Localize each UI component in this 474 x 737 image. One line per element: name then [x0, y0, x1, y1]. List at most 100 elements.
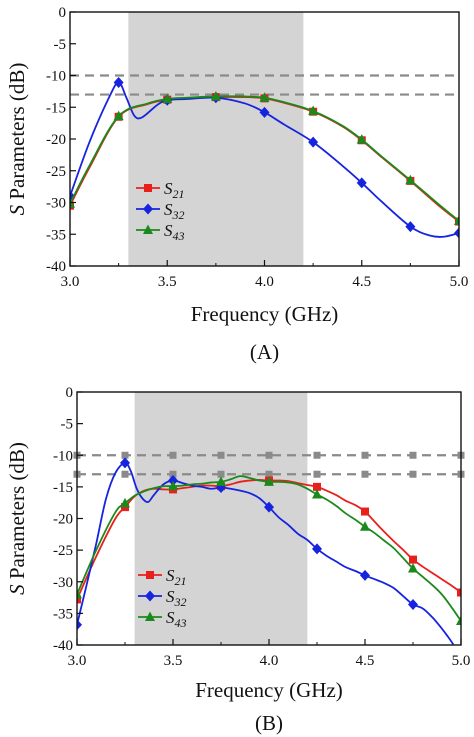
- chart-b-y-tick-label-2: -10: [53, 448, 73, 464]
- chart-b-point-43-7: [408, 562, 418, 573]
- chart-a-y-tick-label-7: -35: [46, 227, 66, 243]
- chart-b-legend-label-21: S21: [166, 566, 187, 588]
- chart-b-y-tick-label-8: -40: [53, 638, 73, 654]
- chart-a-point-43-1: [113, 110, 124, 121]
- chart-b-reference-marker-0-4: [265, 451, 273, 459]
- chart-a-legend-label-base: S: [164, 221, 173, 240]
- chart-b-y-tick-label-6: -30: [53, 575, 73, 591]
- chart-b-point-21-6: [361, 507, 369, 516]
- chart-a-point-32-0: [70, 190, 75, 202]
- chart-b-x-tick-label-2: 4.0: [260, 653, 279, 669]
- chart-b-legend-label-base: S: [166, 587, 175, 606]
- chart-b-y-tick-label-7: -35: [53, 606, 73, 622]
- chart-a-point-32-5: [308, 136, 319, 148]
- chart-b: 3.0 3.5 4.0 4.5 5.0 0 -5 -10 -15 -20 -25 -30 -35 -40 F…: [5, 385, 470, 735]
- chart-a-y-tick-label-4: -20: [46, 132, 66, 148]
- chart-a-point-43-4: [259, 92, 270, 102]
- chart-b-point-21-8: [457, 588, 461, 597]
- chart-a-y-tick-label-0: 0: [59, 5, 67, 21]
- chart-b-point-43-5: [312, 488, 322, 499]
- chart-b-reference-marker-1-4: [265, 470, 273, 478]
- chart-b-reference-marker-0-2: [169, 451, 177, 459]
- chart-b-series-line-21: [77, 479, 461, 600]
- chart-b-y-tick-label-3: -15: [53, 480, 73, 496]
- chart-a-legend-label-sub: 21: [173, 187, 185, 201]
- chart-a-y-tick-label-6: -30: [46, 196, 66, 212]
- chart-b-legend-label-sub: 43: [175, 616, 187, 630]
- chart-b-legend-marker-32: [145, 590, 155, 602]
- chart-b-plot-area: [77, 457, 461, 645]
- chart-a-x-tick-label-2: 4.0: [255, 274, 274, 290]
- chart-b-legend-marker-21: [146, 571, 154, 579]
- chart-b-x-tick-label-0: 3.0: [68, 653, 87, 669]
- chart-a-y-tick-label-3: -15: [46, 100, 66, 116]
- chart-b-point-43-3: [216, 476, 226, 486]
- chart-b-legend-label-base: S: [166, 608, 175, 627]
- chart-b-y-axis-label: S Parameters (dB): [5, 442, 29, 595]
- chart-b-reference-marker-1-2: [169, 470, 177, 478]
- chart-b-reference-marker-0-6: [361, 451, 369, 459]
- chart-b-point-32-4: [264, 501, 274, 513]
- chart-b-point-32-7: [408, 599, 418, 611]
- chart-b-point-43-1: [120, 497, 130, 508]
- chart-a-y-axis-label-symbol: S: [5, 204, 29, 215]
- chart-b-legend-label-32: S32: [166, 587, 187, 609]
- chart-b-reference-marker-1-6: [361, 470, 369, 478]
- chart-a-point-43-7: [405, 174, 416, 185]
- chart-a-y-tick-label-8: -40: [46, 259, 66, 275]
- chart-a-point-32-7: [405, 221, 416, 233]
- chart-a-x-tick-label-3: 4.5: [352, 274, 371, 290]
- chart-a-y-tick-label-2: -10: [46, 69, 66, 85]
- chart-b-series-line-43: [77, 475, 461, 622]
- chart-b-point-43-8: [456, 615, 461, 625]
- chart-b-y-tick-label-1: -5: [61, 417, 74, 433]
- chart-a-legend-label-32: S32: [164, 200, 185, 222]
- chart-a-panel-label: (A): [250, 340, 279, 364]
- chart-b-point-32-5: [312, 543, 322, 555]
- chart-b-point-21-0: [77, 595, 81, 604]
- chart-a-point-43-3: [210, 90, 221, 101]
- chart-a-legend-label-base: S: [164, 179, 173, 198]
- chart-b-reference-marker-1-1: [121, 470, 129, 478]
- chart-a-legend-marker-21: [144, 184, 152, 192]
- chart-a-legend-marker-32: [143, 203, 153, 215]
- chart-a-point-32-6: [356, 177, 367, 189]
- chart-b-point-43-2: [168, 480, 178, 491]
- chart-b-point-32-6: [360, 569, 370, 581]
- chart-b-y-tick-label-0: 0: [66, 385, 74, 401]
- chart-a-y-tick-label-1: -5: [54, 37, 67, 53]
- chart-b-series-line-32: [77, 461, 455, 645]
- chart-b-point-43-0: [77, 588, 82, 599]
- chart-a-legend-label-43: S43: [164, 221, 185, 243]
- chart-a-x-axis-label: Frequency (GHz): [191, 302, 339, 326]
- chart-b-y-tick-label-5: -25: [53, 543, 73, 559]
- chart-a-legend-label-sub: 32: [172, 208, 185, 222]
- chart-b-legend-label-43: S43: [166, 608, 187, 630]
- chart-b-y-tick-label-4: -20: [53, 512, 73, 528]
- chart-b-legend-label-sub: 21: [175, 574, 187, 588]
- chart-b-reference-marker-1-7: [409, 470, 417, 478]
- chart-b-point-32-2: [168, 475, 178, 487]
- chart-a-point-43-5: [308, 105, 319, 116]
- chart-a-legend-label-21: S21: [164, 179, 185, 201]
- chart-b-panel-label: (B): [255, 711, 283, 735]
- chart-b-reference-marker-0-7: [409, 451, 417, 459]
- chart-a-legend-label-sub: 43: [173, 229, 185, 243]
- chart-b-reference-marker-0-1: [121, 451, 129, 459]
- chart-a-plot-area: [70, 76, 459, 239]
- chart-b-reference-marker-1-3: [217, 470, 225, 478]
- chart-b-shaded-band: [134, 392, 308, 645]
- chart-b-point-32-0: [77, 619, 82, 631]
- chart-b-legend-marker-43: [145, 611, 155, 621]
- chart-b-point-32-1: [120, 457, 130, 469]
- chart-b-reference-marker-1-5: [313, 470, 321, 478]
- chart-a-point-43-8: [454, 215, 459, 225]
- chart-a-point-32-1: [113, 76, 124, 88]
- chart-b-reference-marker-0-3: [217, 451, 225, 459]
- chart-b-y-axis-label-symbol: S: [5, 584, 29, 595]
- chart-b-point-43-4: [264, 476, 274, 486]
- chart-b-point-43-6: [360, 521, 370, 531]
- chart-b-point-21-7: [409, 555, 417, 564]
- chart-a-x-tick-label-1: 3.5: [158, 274, 177, 290]
